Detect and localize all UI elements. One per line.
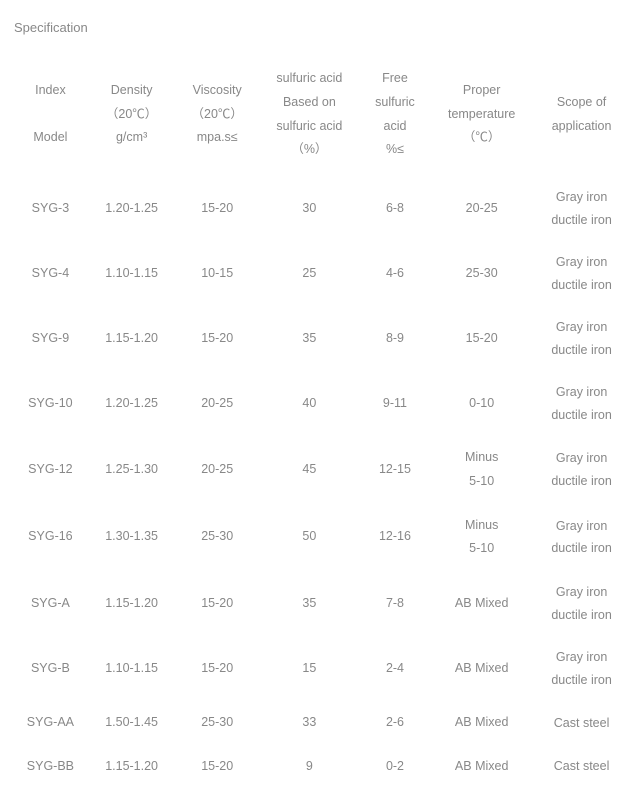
cell-sulfuric: 50 [260, 504, 359, 572]
table-body: SYG-31.20-1.2515-20306-820-25Gray irondu… [12, 176, 631, 789]
cell-proper: Minus5-10 [431, 504, 532, 572]
cell-scope: Cast steel [532, 701, 631, 745]
cell-sulfuric: 9 [260, 745, 359, 789]
cell-viscosity: 15-20 [174, 745, 260, 789]
cell-viscosity: 15-20 [174, 571, 260, 636]
cell-proper: 20-25 [431, 176, 532, 241]
cell-density: 1.50-1.45 [89, 701, 175, 745]
cell-free: 8-9 [359, 306, 431, 371]
cell-free: 12-15 [359, 436, 431, 504]
cell-free: 2-6 [359, 701, 431, 745]
cell-proper: 25-30 [431, 241, 532, 306]
cell-sulfuric: 35 [260, 571, 359, 636]
cell-sulfuric: 33 [260, 701, 359, 745]
cell-free: 2-4 [359, 636, 431, 701]
table-row: SYG-A1.15-1.2015-20357-8AB MixedGray iro… [12, 571, 631, 636]
cell-proper: AB Mixed [431, 745, 532, 789]
cell-index: SYG-9 [12, 306, 89, 371]
cell-scope: Gray ironductile iron [532, 436, 631, 504]
cell-sulfuric: 30 [260, 176, 359, 241]
cell-index: SYG-B [12, 636, 89, 701]
header-sulfuric: sulfuric acidBased onsulfuric acid（%） [260, 63, 359, 176]
cell-density: 1.15-1.20 [89, 571, 175, 636]
cell-index: SYG-AA [12, 701, 89, 745]
cell-index: SYG-10 [12, 371, 89, 436]
cell-scope: Gray ironductile iron [532, 176, 631, 241]
cell-viscosity: 25-30 [174, 504, 260, 572]
header-density: Density（20℃）g/cm³ [89, 63, 175, 176]
cell-sulfuric: 40 [260, 371, 359, 436]
cell-proper: 0-10 [431, 371, 532, 436]
cell-index: SYG-16 [12, 504, 89, 572]
header-free: Freesulfuricacid%≤ [359, 63, 431, 176]
cell-index: SYG-3 [12, 176, 89, 241]
cell-free: 0-2 [359, 745, 431, 789]
table-row: SYG-101.20-1.2520-25409-110-10Gray irond… [12, 371, 631, 436]
cell-index: SYG-BB [12, 745, 89, 789]
cell-density: 1.10-1.15 [89, 241, 175, 306]
table-row: SYG-AA1.50-1.4525-30332-6AB MixedCast st… [12, 701, 631, 745]
cell-density: 1.10-1.15 [89, 636, 175, 701]
cell-scope: Gray ironductile iron [532, 241, 631, 306]
cell-scope: Cast steel [532, 745, 631, 789]
cell-free: 9-11 [359, 371, 431, 436]
table-row: SYG-BB1.15-1.2015-2090-2AB MixedCast ste… [12, 745, 631, 789]
cell-sulfuric: 45 [260, 436, 359, 504]
table-row: SYG-31.20-1.2515-20306-820-25Gray irondu… [12, 176, 631, 241]
cell-viscosity: 20-25 [174, 436, 260, 504]
cell-free: 7-8 [359, 571, 431, 636]
cell-density: 1.20-1.25 [89, 176, 175, 241]
cell-proper: AB Mixed [431, 571, 532, 636]
cell-density: 1.15-1.20 [89, 306, 175, 371]
cell-scope: Gray ironductile iron [532, 306, 631, 371]
cell-proper: 15-20 [431, 306, 532, 371]
cell-proper: AB Mixed [431, 636, 532, 701]
specification-table: Index Model Density（20℃）g/cm³ Viscosity（… [12, 63, 631, 789]
cell-scope: Gray ironductile iron [532, 371, 631, 436]
cell-free: 6-8 [359, 176, 431, 241]
cell-density: 1.30-1.35 [89, 504, 175, 572]
header-scope: Scope ofapplication [532, 63, 631, 176]
table-row: SYG-121.25-1.3020-254512-15Minus5-10Gray… [12, 436, 631, 504]
cell-scope: Gray ironductile iron [532, 636, 631, 701]
cell-viscosity: 15-20 [174, 176, 260, 241]
cell-free: 12-16 [359, 504, 431, 572]
cell-viscosity: 15-20 [174, 306, 260, 371]
table-row: SYG-91.15-1.2015-20358-915-20Gray irondu… [12, 306, 631, 371]
header-viscosity: Viscosity（20℃）mpa.s≤ [174, 63, 260, 176]
cell-scope: Gray ironductile iron [532, 504, 631, 572]
cell-viscosity: 15-20 [174, 636, 260, 701]
header-proper: Propertemperature（℃） [431, 63, 532, 176]
cell-viscosity: 20-25 [174, 371, 260, 436]
cell-density: 1.20-1.25 [89, 371, 175, 436]
specification-title: Specification [12, 20, 631, 35]
table-header-row: Index Model Density（20℃）g/cm³ Viscosity（… [12, 63, 631, 176]
cell-free: 4-6 [359, 241, 431, 306]
cell-scope: Gray ironductile iron [532, 571, 631, 636]
cell-viscosity: 25-30 [174, 701, 260, 745]
cell-index: SYG-12 [12, 436, 89, 504]
cell-viscosity: 10-15 [174, 241, 260, 306]
cell-index: SYG-4 [12, 241, 89, 306]
table-row: SYG-161.30-1.3525-305012-16Minus5-10Gray… [12, 504, 631, 572]
cell-density: 1.25-1.30 [89, 436, 175, 504]
cell-proper: Minus5-10 [431, 436, 532, 504]
cell-proper: AB Mixed [431, 701, 532, 745]
cell-density: 1.15-1.20 [89, 745, 175, 789]
cell-sulfuric: 35 [260, 306, 359, 371]
header-index: Index Model [12, 63, 89, 176]
cell-sulfuric: 25 [260, 241, 359, 306]
cell-sulfuric: 15 [260, 636, 359, 701]
table-row: SYG-B1.10-1.1515-20152-4AB MixedGray iro… [12, 636, 631, 701]
table-row: SYG-41.10-1.1510-15254-625-30Gray irondu… [12, 241, 631, 306]
cell-index: SYG-A [12, 571, 89, 636]
